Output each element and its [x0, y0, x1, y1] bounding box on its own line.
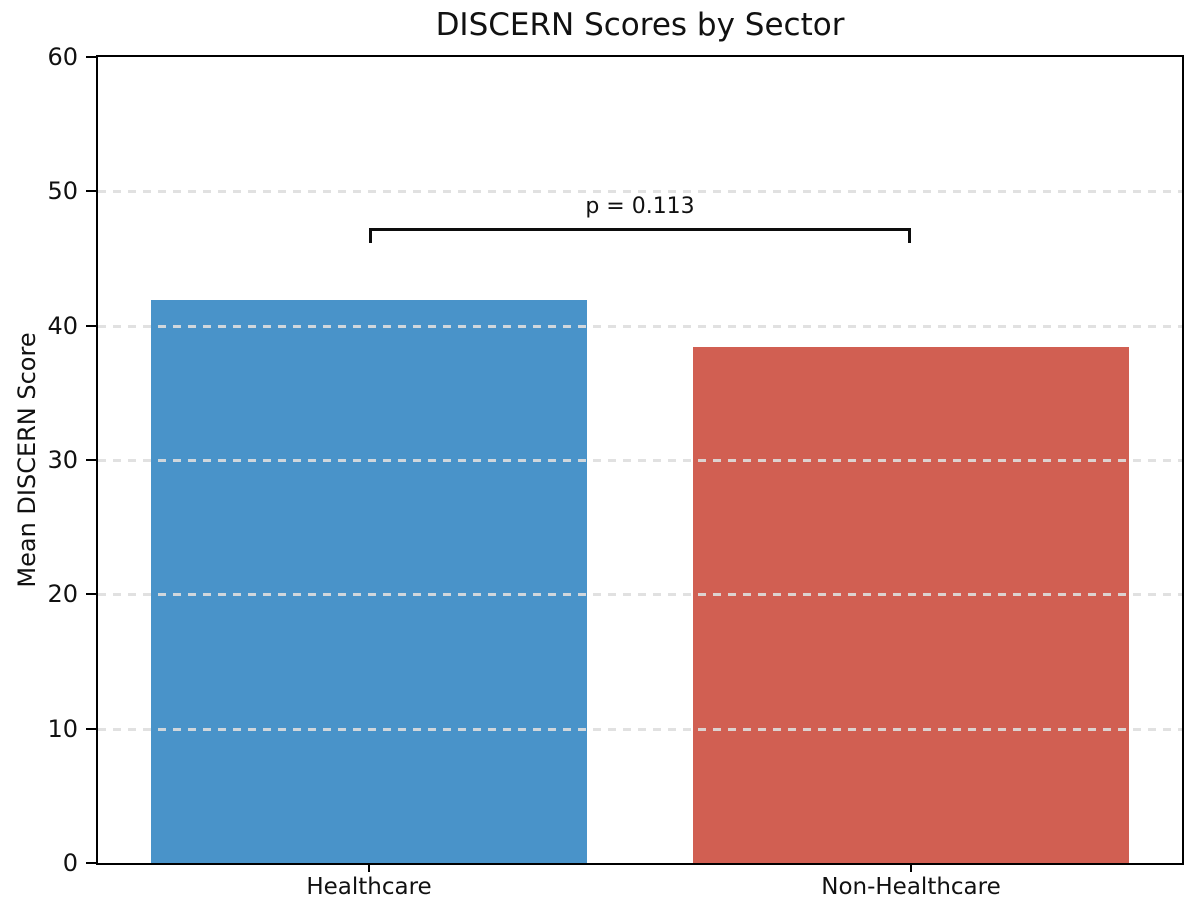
y-tick-label-10: 10: [47, 714, 78, 743]
y-tick-40: [86, 324, 98, 327]
significance-bracket-right-tick: [908, 227, 911, 243]
y-tick-label-50: 50: [47, 177, 78, 206]
y-tick-60: [86, 56, 98, 58]
significance-bracket-left-tick: [369, 227, 372, 243]
y-tick-label-0: 0: [62, 849, 78, 877]
bar-healthcare: [150, 300, 588, 863]
y-tick-0: [86, 862, 98, 864]
x-tick-non-healthcare: [910, 863, 912, 872]
bar-non-healthcare: [692, 347, 1130, 863]
gridline-y-50: [98, 190, 1182, 194]
gridline-y-40: [98, 324, 1182, 328]
significance-bracket-line: [369, 227, 911, 231]
x-tick-healthcare: [368, 863, 370, 872]
y-tick-label-40: 40: [47, 311, 78, 340]
gridline-y-10: [98, 727, 1182, 731]
y-tick-10: [86, 727, 98, 730]
p-value-label: p = 0.113: [585, 193, 695, 219]
y-tick-30: [86, 459, 98, 461]
y-tick-label-20: 20: [47, 580, 78, 609]
gridline-y-20: [98, 593, 1182, 597]
y-tick-label-60: 60: [47, 43, 78, 71]
x-tick-label-non-healthcare: Non-Healthcare: [821, 874, 1001, 900]
chart-title: DISCERN Scores by Sector: [435, 7, 845, 43]
plot-area: p = 0.113: [98, 57, 1182, 863]
y-tick-label-30: 30: [47, 446, 78, 474]
x-tick-label-healthcare: Healthcare: [306, 874, 432, 900]
y-tick-50: [86, 190, 98, 193]
gridline-y-30: [98, 459, 1182, 462]
y-tick-20: [86, 593, 98, 596]
